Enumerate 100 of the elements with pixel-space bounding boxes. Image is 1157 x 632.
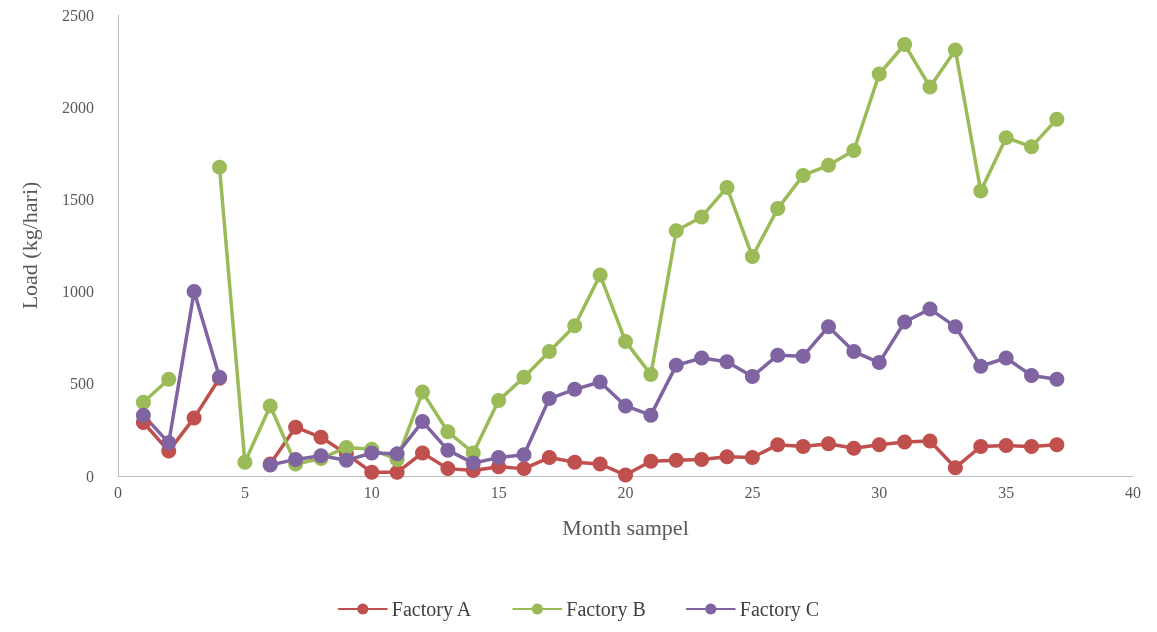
point [541,450,557,466]
point [541,391,557,407]
point [364,464,380,480]
point [212,159,227,175]
point [618,398,633,414]
point [846,344,862,360]
point [516,447,532,463]
point [491,392,507,408]
point [668,357,684,373]
point [592,267,608,283]
y-tick-label: 2500 [62,6,94,24]
point [694,209,710,225]
x-tick-label: 30 [871,483,888,501]
x-tick-label: 25 [744,483,761,501]
point [541,344,557,360]
point [795,439,811,454]
point [871,66,887,82]
point [871,355,887,371]
point [846,440,862,456]
point [237,454,253,470]
point [592,456,608,472]
y-axis-title: Load (kg/hari) [16,181,42,310]
point [922,301,938,317]
legend-label: Factory A [391,598,472,621]
point [1049,111,1065,127]
point [947,42,963,58]
point [161,435,177,451]
point [338,452,354,468]
point [947,319,963,335]
x-tick-label: 40 [1125,483,1141,501]
point [1024,139,1039,155]
point [795,167,811,183]
point [186,410,202,426]
x-tick-label: 20 [617,483,634,501]
point [415,445,430,461]
point [719,179,735,195]
y-tick-label: 1000 [62,283,94,301]
point [440,461,456,477]
y-tick-label: 1500 [62,190,94,208]
x-tick-label: 10 [363,483,380,501]
point [897,434,913,450]
point [846,143,862,159]
legend-label: Factory B [566,598,646,621]
point [668,452,684,468]
point [719,354,735,370]
point [1024,439,1039,454]
x-tick-label: 0 [114,483,122,501]
point [897,314,913,330]
point [516,369,532,385]
point [821,436,836,452]
point [998,350,1014,366]
point [288,451,304,467]
legend-label: Factory C [739,598,820,621]
point [516,461,532,477]
point [770,437,786,453]
y-tick-label: 500 [70,375,94,393]
point [491,450,507,466]
point [618,333,633,349]
point [668,223,684,239]
point [947,460,963,476]
point [998,130,1014,146]
point [440,424,456,440]
x-tick-label: 35 [998,483,1015,501]
point [973,183,989,199]
y-tick-label: 0 [86,467,94,485]
point [770,201,786,217]
point [262,398,278,414]
point [922,79,938,95]
point [389,446,405,462]
point [618,467,633,483]
point [694,451,710,467]
point [973,439,989,454]
point [643,367,659,383]
point [389,464,405,480]
point [744,249,760,265]
point [871,437,887,453]
point [415,384,430,400]
point [288,419,304,435]
point [770,347,786,363]
point [694,350,710,366]
x-tick-label: 15 [490,483,507,501]
point [592,374,608,390]
point [922,433,938,449]
point [1024,368,1039,383]
point [795,348,811,364]
point [643,407,659,423]
point [313,429,329,445]
point [821,319,836,335]
point [744,450,760,466]
point [415,414,430,430]
point [364,445,380,461]
point [973,358,989,374]
x-tick-label: 5 [240,483,249,501]
point [719,449,735,465]
point [440,442,456,458]
point [567,454,583,470]
point [998,438,1014,454]
point [338,439,354,455]
point [135,407,151,423]
point [161,371,177,387]
